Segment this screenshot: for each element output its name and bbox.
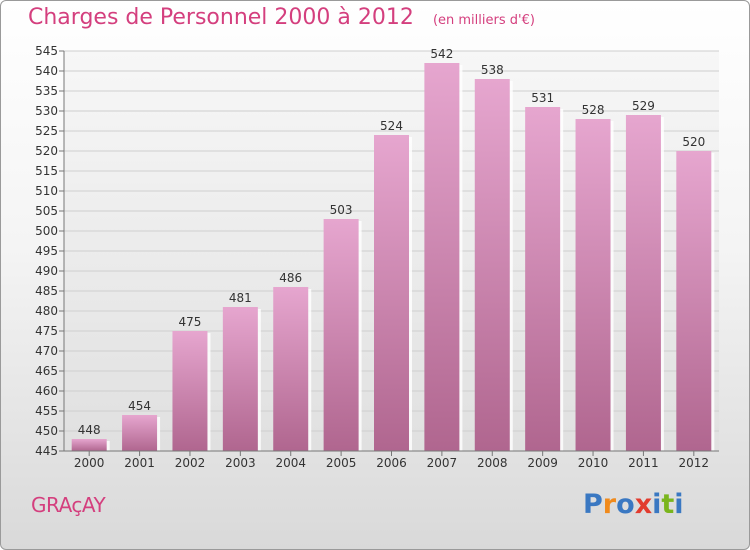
y-tick-label: 460 <box>35 384 58 398</box>
y-tick-label: 445 <box>35 444 58 458</box>
bar-value-label: 531 <box>531 91 554 105</box>
x-tick-label: 2006 <box>376 456 407 470</box>
bar-value-label: 529 <box>632 99 655 113</box>
x-tick-label: 2000 <box>74 456 105 470</box>
bar-value-label: 448 <box>78 423 101 437</box>
y-tick-label: 465 <box>35 364 58 378</box>
logo-letter: x <box>634 489 653 520</box>
logo-letter: i <box>674 489 684 520</box>
y-tick-label: 545 <box>35 44 58 58</box>
x-tick-label: 2009 <box>527 456 558 470</box>
y-tick-label: 505 <box>35 204 58 218</box>
bar-value-label: 503 <box>330 203 353 217</box>
y-tick-label: 480 <box>35 304 58 318</box>
bar <box>424 63 460 451</box>
y-tick-label: 470 <box>35 344 58 358</box>
bar <box>323 219 359 451</box>
chart-unit: (en milliers d'€) <box>432 13 535 28</box>
y-tick-label: 485 <box>35 284 58 298</box>
logo-letter: o <box>616 489 635 520</box>
bar <box>374 135 409 451</box>
bar <box>625 115 661 451</box>
y-tick-label: 510 <box>35 184 58 198</box>
y-tick-label: 540 <box>35 64 58 78</box>
x-tick-label: 2012 <box>679 456 710 470</box>
x-tick-label: 2010 <box>578 456 609 470</box>
logo-letter: r <box>602 489 617 520</box>
bar <box>575 119 611 451</box>
bar <box>172 331 208 451</box>
y-tick-label: 450 <box>35 424 58 438</box>
x-tick-label: 2002 <box>175 456 206 470</box>
y-tick-label: 530 <box>35 104 58 118</box>
x-tick-label: 2003 <box>225 456 256 470</box>
bar <box>676 151 712 451</box>
proxiti-logo[interactable]: Proxiti <box>583 489 684 520</box>
bar-value-label: 520 <box>682 135 705 149</box>
x-tick-label: 2001 <box>124 456 155 470</box>
bar-value-label: 528 <box>582 103 605 117</box>
bar <box>222 307 258 451</box>
commune-name: GRAçAY <box>31 493 106 517</box>
bar-value-label: 524 <box>380 119 403 133</box>
x-tick-label: 2011 <box>628 456 659 470</box>
y-tick-label: 515 <box>35 164 58 178</box>
chart-title-block: Charges de Personnel 2000 à 2012 (en mil… <box>28 5 535 30</box>
y-tick-label: 520 <box>35 144 58 158</box>
y-tick-label: 490 <box>35 264 58 278</box>
y-tick-label: 455 <box>35 404 58 418</box>
y-tick-label: 525 <box>35 124 58 138</box>
logo-letter: t <box>661 489 675 520</box>
x-tick-label: 2008 <box>477 456 508 470</box>
logo-letter: P <box>583 489 603 520</box>
x-tick-label: 2005 <box>326 456 357 470</box>
y-tick-label: 475 <box>35 324 58 338</box>
bar-value-label: 475 <box>179 315 202 329</box>
bar <box>474 79 510 451</box>
bar-value-label: 538 <box>481 63 504 77</box>
bar <box>122 415 158 451</box>
y-tick-label: 500 <box>35 224 58 238</box>
axis-layer: 445 450 455 460 465 470 475 480 485 490 495 500 505 5… <box>35 44 719 470</box>
x-tick-label: 2004 <box>275 456 306 470</box>
bar <box>273 287 309 451</box>
bar-value-label: 486 <box>279 271 302 285</box>
x-tick-label: 2007 <box>427 456 458 470</box>
bar-value-label: 542 <box>430 47 453 61</box>
y-tick-label: 535 <box>35 84 58 98</box>
bar <box>71 439 107 451</box>
y-tick-label: 495 <box>35 244 58 258</box>
bar-value-label: 481 <box>229 291 252 305</box>
bar-value-label: 454 <box>128 399 151 413</box>
bar-layer: 448 454 475 481 486 503 524 542 538 531 528 529 520 <box>71 47 715 451</box>
logo-letter: i <box>652 489 662 520</box>
bar <box>525 107 561 451</box>
chart-title: Charges de Personnel 2000 à 2012 <box>28 5 414 30</box>
